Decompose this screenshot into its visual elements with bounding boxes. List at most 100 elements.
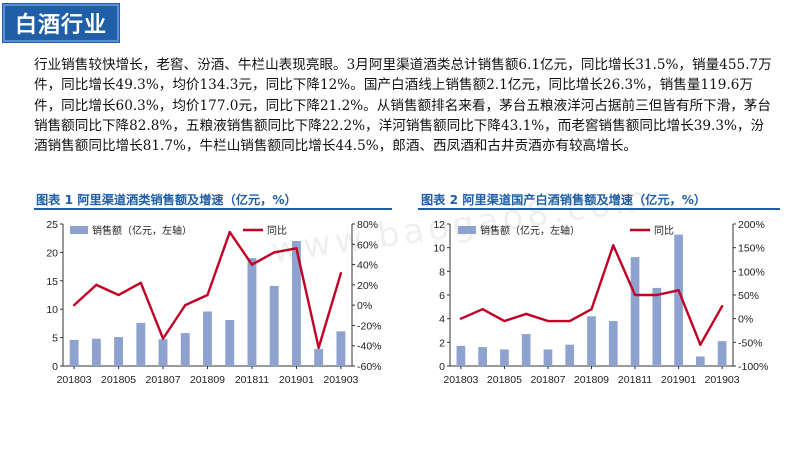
- bar: [69, 339, 79, 366]
- right-tick-label: 20%: [357, 280, 378, 292]
- left-tick-label: 10: [46, 304, 58, 316]
- yoy-point: [95, 283, 98, 287]
- left-tick-label: 8: [439, 266, 445, 278]
- chart1: 0 5 10 15 20 25 -60% -40% -20% 0% 20% 40% 60% 80% 2018…: [46, 219, 382, 386]
- x-tick-label: 201901: [279, 374, 314, 386]
- yoy-point: [317, 346, 320, 349]
- bar: [180, 333, 190, 366]
- right-tick-label: 150%: [738, 243, 765, 255]
- bar: [291, 241, 301, 366]
- left-tick-label: 25: [46, 219, 58, 231]
- x-tick-label: 201803: [443, 374, 478, 386]
- yoy-point: [568, 319, 571, 323]
- x-tick-label: 201809: [574, 374, 609, 386]
- x-tick-label: 201809: [190, 374, 225, 386]
- left-tick-label: 15: [46, 276, 58, 288]
- chart1-title-rule: [34, 208, 392, 210]
- left-tick-label: 12: [433, 219, 445, 231]
- x-tick-label: 201901: [661, 374, 696, 386]
- bar: [521, 334, 531, 366]
- bar: [91, 338, 101, 366]
- right-tick-label: -50%: [738, 337, 763, 349]
- bar: [587, 316, 596, 366]
- x-tick-label: 201811: [618, 374, 652, 386]
- bar: [674, 234, 683, 366]
- bar: [500, 349, 509, 366]
- bar: [336, 331, 346, 366]
- chart2-title: 图表 2 阿里渠道国产白酒销售额及增速（亿元，%）: [421, 193, 707, 207]
- yoy-point: [459, 317, 463, 320]
- yoy-point: [72, 303, 76, 307]
- left-tick-label: 6: [439, 290, 445, 302]
- chart2: 0 2 4 6 8 10 12 -100% -50% 0% 50% 100% 150% 200% 20180…: [433, 219, 768, 386]
- left-tick-label: 20: [46, 247, 58, 259]
- yoy-point: [524, 312, 528, 316]
- x-tick-label: 201803: [57, 374, 92, 386]
- yoy-point: [503, 319, 506, 323]
- x-tick-label: 201811: [235, 374, 269, 386]
- yoy-point: [184, 303, 187, 307]
- x-tick-label: 201903: [323, 374, 358, 386]
- yoy-point: [117, 293, 120, 297]
- bar: [543, 349, 553, 366]
- right-tick-label: 50%: [738, 290, 759, 302]
- right-tick-label: 0%: [738, 314, 753, 326]
- bar: [565, 344, 575, 366]
- yoy-point: [655, 293, 659, 297]
- left-tick-label: 0: [52, 361, 58, 373]
- yoy-point: [206, 293, 209, 297]
- bar: [114, 337, 124, 366]
- chart2-title-rule: [418, 208, 780, 210]
- right-tick-label: 80%: [357, 219, 378, 231]
- yoy-point: [633, 293, 637, 297]
- legend-line-label: 同比: [267, 225, 287, 237]
- left-tick-label: 4: [439, 314, 445, 326]
- bar: [695, 356, 705, 366]
- bar: [478, 347, 488, 366]
- right-tick-label: 100%: [738, 266, 765, 278]
- yoy-point: [546, 319, 550, 323]
- right-tick-label: -100%: [738, 361, 768, 373]
- left-tick-label: 2: [439, 337, 445, 349]
- bar: [608, 321, 618, 366]
- yoy-point: [339, 271, 343, 275]
- x-tick-label: 201805: [101, 374, 136, 386]
- yoy-point: [295, 247, 298, 250]
- right-tick-label: -40%: [357, 341, 382, 353]
- bar: [269, 285, 279, 366]
- bar: [136, 322, 146, 366]
- bar: [314, 348, 324, 366]
- yoy-point: [228, 230, 231, 234]
- legend-bar-label: 销售额（亿元，左轴）: [92, 224, 192, 237]
- bar: [247, 258, 257, 366]
- bar: [158, 339, 168, 366]
- chart1-title: 图表 1 阿里渠道酒类销售额及增速（亿元，%）: [36, 193, 297, 207]
- bar: [203, 311, 212, 366]
- bar: [630, 257, 640, 366]
- left-tick-label: 0: [439, 361, 445, 373]
- summary-paragraph: 行业销售较快增长，老窖、汾酒、牛栏山表现亮眼。3月阿里渠道酒类总计销售额6.1亿…: [34, 57, 772, 155]
- yoy-point: [590, 308, 593, 311]
- bar: [456, 345, 466, 366]
- left-tick-label: 5: [52, 333, 58, 345]
- yoy-point: [481, 308, 484, 311]
- yoy-point: [699, 343, 702, 346]
- bar: [717, 341, 727, 366]
- yoy-point: [272, 251, 276, 254]
- yoy-point: [677, 289, 680, 292]
- left-tick-label: 10: [433, 243, 445, 255]
- bar: [652, 287, 662, 366]
- yoy-point: [250, 263, 254, 266]
- right-tick-label: 200%: [738, 219, 765, 231]
- x-tick-label: 201903: [705, 374, 740, 386]
- section-title: 白酒行业: [15, 13, 108, 38]
- x-tick-label: 201807: [530, 374, 565, 386]
- section-title-box: 白酒行业: [3, 4, 120, 42]
- right-tick-label: 60%: [357, 239, 378, 251]
- yoy-point: [161, 337, 165, 340]
- legend-bar-swatch: [458, 226, 476, 234]
- yoy-point: [139, 281, 143, 285]
- legend-bar-label: 销售额（亿元，左轴）: [480, 224, 580, 237]
- x-tick-label: 201807: [146, 374, 181, 386]
- yoy-point: [720, 305, 724, 308]
